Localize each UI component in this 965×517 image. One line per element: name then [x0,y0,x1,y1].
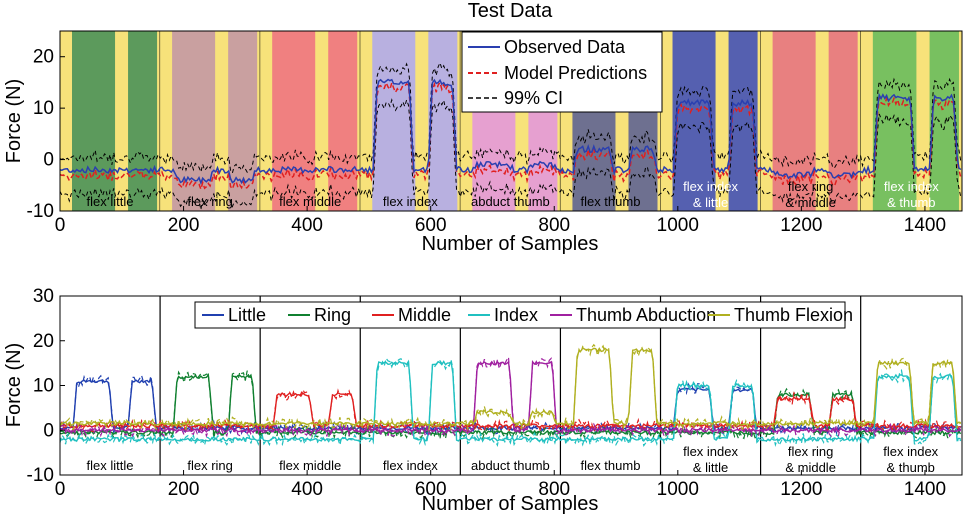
top-xtick-label: 1000 [657,215,699,236]
segment-label: flex index [383,194,438,209]
bottom-segment-labels: flex little flex ring flex middle flex inde… [87,444,939,475]
bottom-xtick-label: 800 [538,479,570,500]
segment-label: flex little [87,458,134,473]
bottom-ytick-label: -10 [27,465,54,486]
segment-label-line2: & little [693,460,728,475]
segment-active-block [672,31,716,211]
segment-label: flex ring [187,194,233,209]
series-ci-upper [59,61,962,175]
bottom-xtick-label: 1000 [657,479,699,500]
segment-label-line2: & middle [785,195,836,210]
top-ytick-label: 0 [43,150,54,171]
bottom-series-lines [59,343,962,448]
top-legend: Observed Data Model Predictions 99% CI [461,31,663,113]
series-ci-lower [59,98,962,210]
segment-active-block [328,31,358,211]
top-xtick-label: 200 [168,215,200,236]
segment-active-block [872,31,917,211]
bottom-chart: flex little flex ring flex middle flex inde… [3,286,963,515]
segment-label: flex middle [279,458,341,473]
segment-label: abduct thumb [471,194,550,209]
bottom-xtick-label: 600 [415,479,447,500]
bottom-ytick-label: 20 [33,331,54,352]
segment-label: flex index [683,179,738,194]
segment-active-block [428,31,458,211]
top-chart-title: Test Data [468,0,553,22]
top-xtick-label: 800 [538,215,570,236]
bottom-xtick-label: 1200 [780,479,822,500]
segment-label: flex index [883,444,938,459]
bottom-ytick-label: 0 [43,420,54,441]
top-xtick-label: 400 [291,215,323,236]
legend-label-observed: Observed Data [504,37,626,57]
segment-label: flex index [884,179,939,194]
legend-label-ring: Ring [314,305,351,325]
bottom-ytick-label: 30 [33,286,54,307]
segment-active-block [128,31,158,211]
top-x-axis-label: Number of Samples [422,233,599,255]
bottom-xtick-label: 1400 [904,479,946,500]
segment-active-block [772,31,816,211]
bottom-xtick-label: 400 [291,479,323,500]
segment-label: flex ring [788,444,834,459]
bottom-xtick-label: 200 [168,479,200,500]
top-plot-frame [59,30,963,212]
series-predicted-middle [59,388,961,434]
segment-label: flex middle [279,194,341,209]
top-ytick-label: 20 [33,47,54,68]
series-observed-index [59,359,962,443]
segment-active-block [228,31,258,211]
segment-active-block [929,31,959,211]
segment-active-block [272,31,316,211]
bottom-legend: Little Ring Middle Index Thumb Abduction Thum… [194,301,853,329]
segment-label: flex little [87,194,134,209]
bottom-xtick-label: 0 [55,479,66,500]
segment-active-block [372,31,416,211]
legend-label-index: Index [494,305,538,325]
segment-label-line2: & thumb [887,460,935,475]
legend-label-little: Little [228,305,266,325]
segment-label: flex ring [788,179,834,194]
segment-label: flex ring [187,458,233,473]
segment-label: flex thumb [580,458,640,473]
segment-label: flex index [683,444,738,459]
top-ytick-label: 10 [33,98,54,119]
legend-label-model: Model Predictions [504,63,647,83]
segment-label: flex index [383,458,438,473]
series-observed-thumb-abduction [59,359,961,434]
top-segment-labels: flex little flex ring flex middle flex inde… [87,179,940,210]
top-xtick-label: 0 [55,215,66,236]
legend-label-thumb-flexion: Thumb Flexion [734,305,853,325]
top-ytick-label: -10 [27,201,54,222]
legend-label-middle: Middle [398,305,451,325]
segment-label-line2: & thumb [887,195,935,210]
bottom-ytick-label: 10 [33,376,54,397]
top-xtick-label: 600 [415,215,447,236]
segment-active-block [828,31,858,211]
segment-label-line2: & middle [785,460,836,475]
top-xtick-label: 1400 [904,215,946,236]
segment-label: flex thumb [580,194,640,209]
top-xtick-label: 1200 [780,215,822,236]
segment-active-block [72,31,116,211]
series-observed-thumb-flexion [59,347,962,427]
segment-label-line2: & little [693,195,728,210]
top-series-lines [59,61,962,210]
segment-label: abduct thumb [471,458,550,473]
top-segment-bands [60,31,963,211]
series-model-predictions [59,80,962,192]
top-chart: flex little flex ring flex middle flex inde… [3,0,963,255]
series-observed-data [59,78,962,186]
legend-label-thumb-abduction: Thumb Abduction [576,305,716,325]
top-y-axis-label: Force (N) [3,79,25,163]
bottom-y-axis-label: Force (N) [3,343,25,427]
legend-label-ci: 99% CI [504,88,563,108]
bottom-x-axis-label: Number of Samples [422,493,599,515]
